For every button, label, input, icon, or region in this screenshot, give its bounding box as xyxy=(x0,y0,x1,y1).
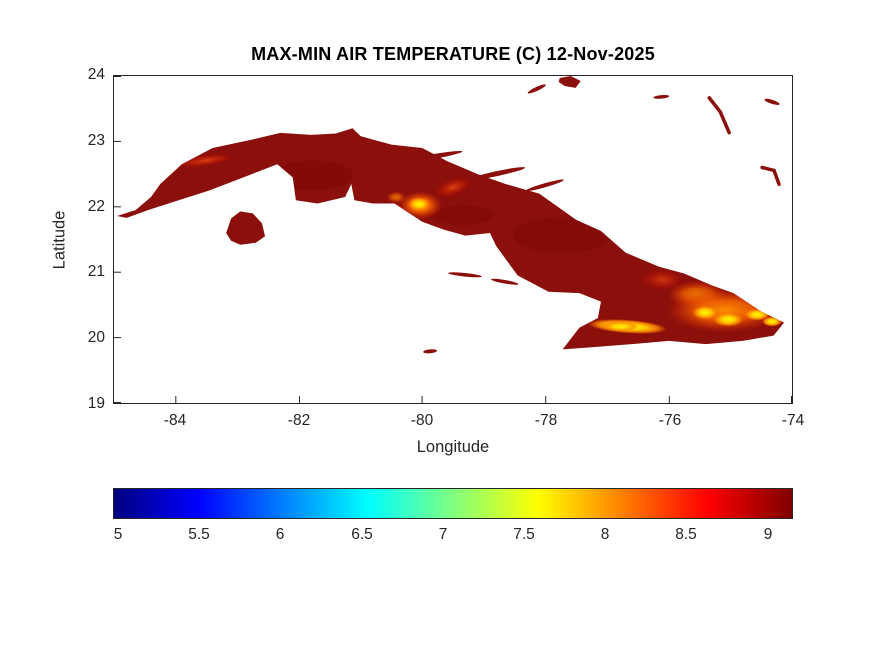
y-tick-label: 21 xyxy=(87,263,105,280)
colorbar-tick-label: 9 xyxy=(763,526,773,543)
colorbar-tick-label: 5 xyxy=(113,526,123,543)
colorbar-tick-label: 5.5 xyxy=(188,526,210,543)
hotspot-east-yellow-1 xyxy=(692,305,719,320)
plot-area xyxy=(113,75,793,404)
land-shading xyxy=(273,160,354,191)
hotspot-holguin xyxy=(640,268,685,291)
x-tick-label: -76 xyxy=(658,412,682,429)
hotspot-south-coast-core xyxy=(602,321,639,332)
colorbar-tick-label: 6 xyxy=(275,526,285,543)
hotspot-northwest-ridge xyxy=(176,153,236,168)
hotspot-east-yellow-4 xyxy=(762,316,783,327)
bahamas-islet xyxy=(764,98,780,105)
colorbar-tick-label: 8.5 xyxy=(675,526,697,543)
hotspot-central-northeast xyxy=(434,176,472,199)
colorbar-tick-label: 7.5 xyxy=(513,526,535,543)
x-tick-label: -78 xyxy=(534,412,558,429)
land-shading xyxy=(433,205,493,226)
x-tick-label: -82 xyxy=(287,412,311,429)
x-tick-label: -80 xyxy=(410,412,434,429)
y-tick-label: 22 xyxy=(87,198,105,215)
chart-title: MAX-MIN AIR TEMPERATURE (C) 12-Nov-2025 xyxy=(251,44,655,64)
axis-tick-marks xyxy=(114,76,792,403)
colorbar-tick-label: 7 xyxy=(438,526,448,543)
colorbar xyxy=(113,488,793,519)
y-tick-label: 19 xyxy=(87,395,105,412)
land-base-fill xyxy=(117,128,785,354)
x-tick-label: -84 xyxy=(163,412,187,429)
colorbar-tick-label: 6.5 xyxy=(351,526,373,543)
y-tick-label: 20 xyxy=(87,329,105,346)
cuba-map-svg xyxy=(114,76,792,403)
hotspot-central-mountains-yellow xyxy=(408,197,431,212)
land-shading xyxy=(512,217,613,253)
colorbar-gradient xyxy=(114,489,792,518)
x-axis-label: Longitude xyxy=(416,438,490,456)
hotspot-east-yellow-2 xyxy=(713,312,744,327)
bahamas-long-island xyxy=(707,96,731,135)
y-tick-label: 24 xyxy=(87,66,105,83)
bahamas-islet xyxy=(558,76,581,88)
y-axis-label: Latitude xyxy=(50,210,69,270)
colorbar-tick-label: 8 xyxy=(600,526,610,543)
cuba-landmass xyxy=(117,128,785,354)
bahamas-islet xyxy=(527,84,546,94)
x-tick-label: -74 xyxy=(781,412,805,429)
y-tick-label: 23 xyxy=(87,132,105,149)
bahamas-crooked-acklins xyxy=(760,165,781,187)
bahamas-islet xyxy=(653,94,670,99)
